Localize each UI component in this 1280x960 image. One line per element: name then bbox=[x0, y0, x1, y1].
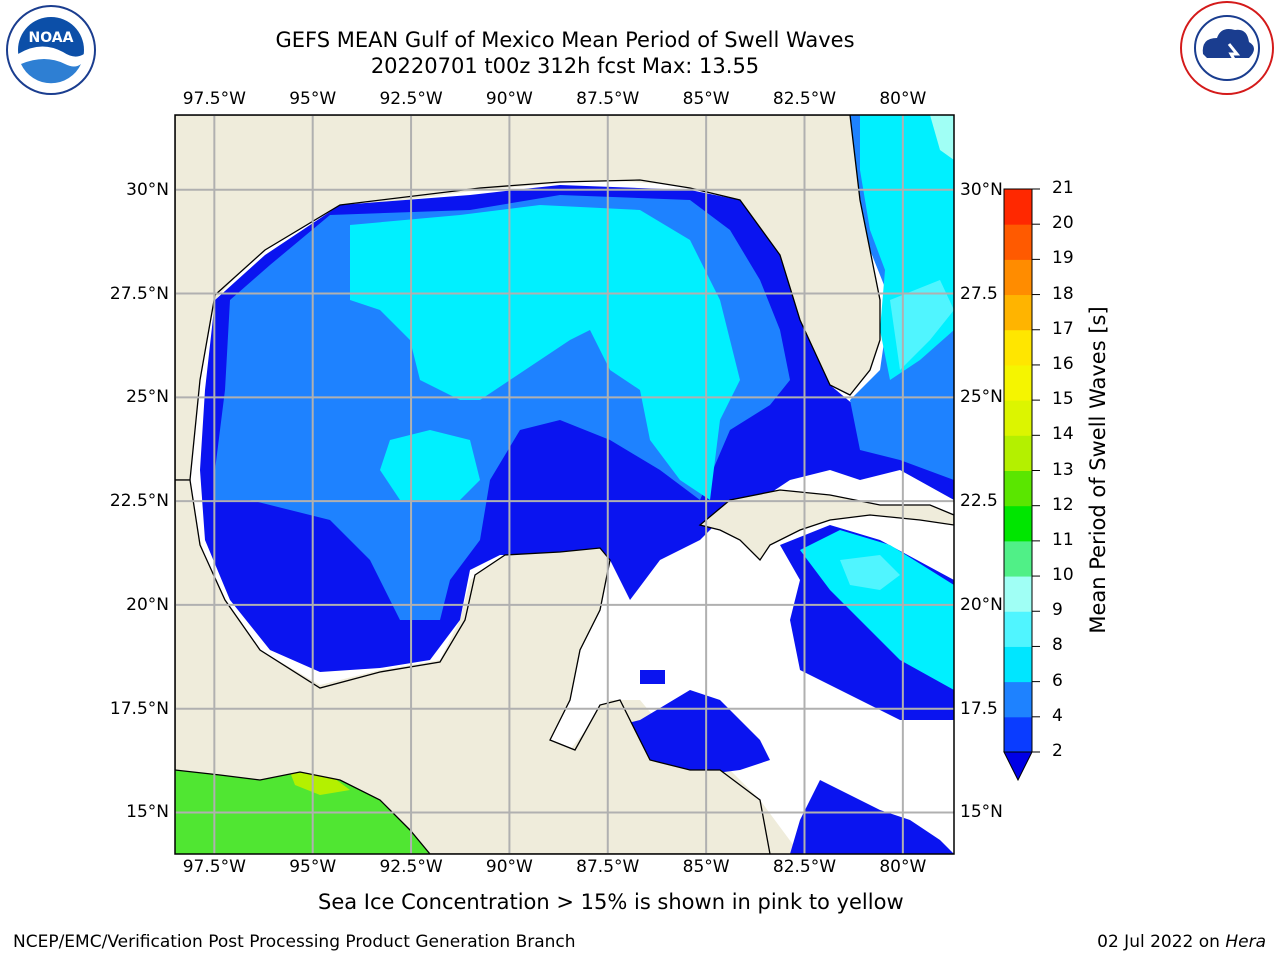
colorbar-tick-label: 9 bbox=[1052, 600, 1063, 621]
national-weather-service-logo bbox=[1180, 1, 1274, 95]
svg-text:NOAA: NOAA bbox=[29, 30, 74, 46]
colorbar-tick-label: 14 bbox=[1052, 424, 1074, 445]
lat-label-right: 30°N bbox=[960, 179, 1003, 200]
lat-label-right: 25°N bbox=[960, 387, 1003, 408]
colorbar-tick-label: 11 bbox=[1052, 529, 1074, 550]
swell-band-pacific-yellowgreen bbox=[290, 772, 350, 795]
lon-label-top: 92.5°W bbox=[379, 89, 443, 109]
colorbar-segment bbox=[1004, 681, 1032, 718]
lon-label-bottom: 85°W bbox=[682, 857, 730, 877]
lon-label-top: 80°W bbox=[879, 89, 927, 109]
lat-label-left: 27.5°N bbox=[109, 283, 169, 304]
lat-label-left: 22.5°N bbox=[109, 491, 169, 512]
lat-label-left: 20°N bbox=[126, 594, 169, 615]
map-gridlines bbox=[175, 115, 954, 854]
lon-label-bottom: 97.5°W bbox=[182, 857, 246, 877]
footer-date: 02 Jul 2022 on Hera bbox=[1097, 932, 1266, 952]
colorbar-segment bbox=[1004, 611, 1032, 647]
land-cuba bbox=[698, 489, 954, 562]
colorbar-segment bbox=[1004, 505, 1032, 542]
colorbar-tick-label: 6 bbox=[1052, 670, 1063, 691]
noaa-logo: NOAA bbox=[6, 5, 96, 95]
lon-label-top: 82.5°W bbox=[772, 89, 837, 109]
map-subtitle: 20220701 t00z 312h fcst Max: 13.55 bbox=[370, 54, 760, 78]
lat-label-left: 15°N bbox=[126, 802, 169, 823]
footer-organization: NCEP/EMC/Verification Post Processing Pr… bbox=[13, 932, 576, 952]
colorbar-tick-label: 17 bbox=[1052, 318, 1074, 339]
map-frame bbox=[174, 114, 955, 855]
lon-label-top: 85°W bbox=[682, 89, 730, 109]
colorbar-tick-label: 16 bbox=[1052, 353, 1074, 374]
lat-label-right: 22.5 bbox=[960, 491, 998, 512]
colorbar-segment bbox=[1004, 189, 1032, 225]
swell-band-caribbean-light bbox=[840, 555, 900, 590]
swell-band-atlantic-light bbox=[930, 115, 954, 160]
colorbar-segment bbox=[1004, 435, 1032, 471]
colorbar-segment bbox=[1004, 294, 1032, 331]
colorbar-tick-label: 20 bbox=[1052, 213, 1074, 234]
colorbar-segment bbox=[1004, 540, 1032, 577]
lat-label-left: 25°N bbox=[126, 387, 169, 408]
lon-label-top: 95°W bbox=[289, 89, 337, 109]
lat-label-left: 30°N bbox=[126, 179, 169, 200]
colorbar-segment bbox=[1004, 576, 1032, 612]
colorbar-segment bbox=[1004, 329, 1032, 366]
lat-label-right: 17.5 bbox=[960, 698, 998, 719]
colorbar-segment bbox=[1004, 716, 1032, 753]
colorbar-segment bbox=[1004, 224, 1032, 260]
lon-label-bottom: 87.5°W bbox=[576, 857, 640, 877]
colorbar-tick-label: 19 bbox=[1052, 248, 1074, 269]
lon-label-top: 87.5°W bbox=[576, 89, 640, 109]
colorbar-tick-label: 21 bbox=[1052, 178, 1074, 198]
lon-label-top: 97.5°W bbox=[182, 89, 246, 109]
swell-band-cyan bbox=[350, 205, 740, 500]
colorbar-tick-label: 15 bbox=[1052, 389, 1074, 410]
lat-label-right: 20°N bbox=[960, 594, 1003, 615]
swell-band-atlantic-light2 bbox=[890, 280, 954, 370]
colorbar-tick-label: 10 bbox=[1052, 565, 1074, 586]
map-area bbox=[175, 115, 954, 854]
colorbar-segment bbox=[1004, 364, 1032, 401]
lon-label-bottom: 80°W bbox=[879, 857, 927, 877]
colorbar-segment bbox=[1004, 400, 1032, 436]
lat-label-right: 15°N bbox=[960, 802, 1003, 823]
colorbar-segment bbox=[1004, 259, 1032, 296]
swell-band-caribbean-cyan bbox=[800, 530, 954, 690]
colorbar-title: Mean Period of Swell Waves [s] bbox=[1086, 306, 1110, 634]
land-mexico bbox=[175, 479, 771, 854]
colorbar-segment bbox=[1004, 470, 1032, 507]
colorbar-tick-label: 18 bbox=[1052, 283, 1074, 304]
lon-label-bottom: 90°W bbox=[485, 857, 533, 877]
lat-label-right: 27.5 bbox=[960, 283, 998, 304]
lon-label-bottom: 92.5°W bbox=[379, 857, 443, 877]
lon-label-bottom: 82.5°W bbox=[772, 857, 837, 877]
colorbar-tick-label: 4 bbox=[1052, 705, 1063, 726]
colorbar bbox=[1003, 188, 1040, 782]
swell-band-cyan-south bbox=[380, 430, 480, 500]
lon-label-top: 90°W bbox=[485, 89, 533, 109]
colorbar-segment bbox=[1004, 646, 1032, 683]
swell-patch bbox=[640, 670, 665, 684]
map-title: GEFS MEAN Gulf of Mexico Mean Period of … bbox=[275, 28, 855, 52]
colorbar-tick-label: 12 bbox=[1052, 494, 1074, 515]
lat-label-left: 17.5°N bbox=[109, 698, 169, 719]
colorbar-tick-label: 13 bbox=[1052, 459, 1074, 480]
colorbar-extend-arrow bbox=[1003, 751, 1033, 782]
land-us-gulf-coast bbox=[175, 115, 881, 481]
footer-host: Hera bbox=[1225, 932, 1266, 952]
sea-ice-note: Sea Ice Concentration > 15% is shown in … bbox=[318, 890, 904, 914]
lon-label-bottom: 95°W bbox=[289, 857, 337, 877]
colorbar-tick-label: 8 bbox=[1052, 635, 1063, 656]
colorbar-tick-label: 2 bbox=[1052, 741, 1063, 761]
swell-band-caribbean-southeast bbox=[790, 780, 954, 854]
